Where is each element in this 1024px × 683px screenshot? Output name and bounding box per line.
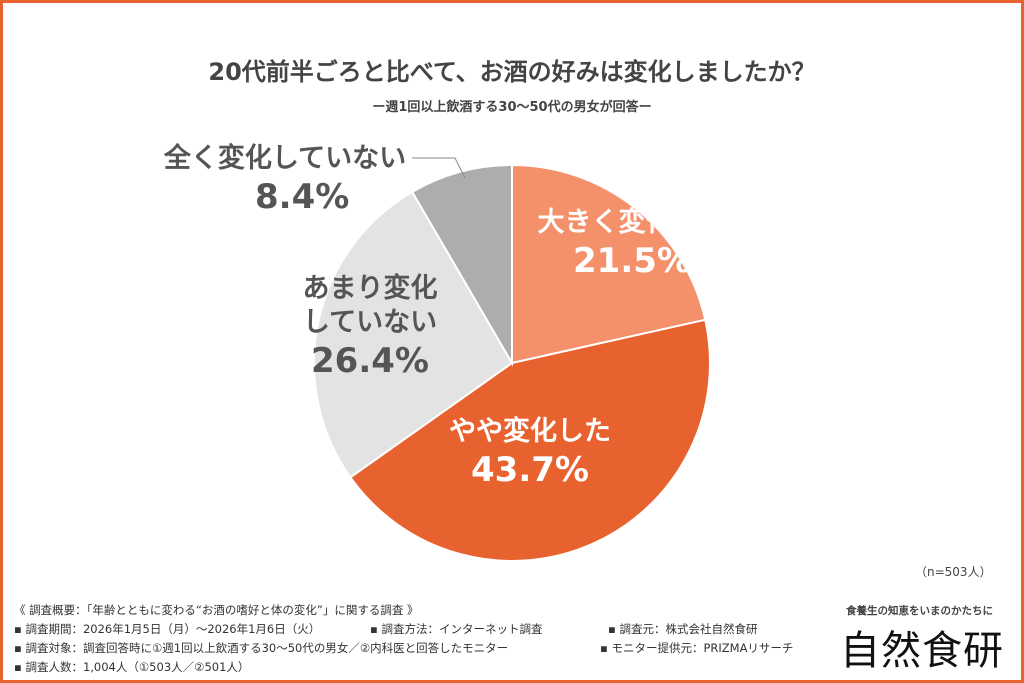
slice-label-text: していない [302,306,438,338]
slice-value: 26.4% [311,340,429,381]
slice-label-little-change: あまり変化 していない 26.4% [270,272,470,382]
slice-value: 21.5% [573,240,691,281]
notes-count: ▪ 調査人数：1,004人（①503人／②501人） [14,660,250,674]
slice-label-large-change: 大きく変化した 21.5% [522,206,742,282]
slice-label-no-change: 全く変化していない 8.4% [150,142,420,218]
slice-label-text: 全く変化していない [163,143,407,174]
notes-source: ▪ 調査元：株式会社自然食研 [608,622,758,636]
pie-slice-0 [511,163,707,365]
notes-method: ▪ 調査方法：インターネット調査 [370,622,543,636]
slice-value: 43.7% [471,449,589,490]
slice-label-text: あまり変化 [302,273,438,304]
chart-subtitle: ー週1回以上飲酒する30〜50代の男女が回答ー [372,100,652,115]
sample-size: （n=503人） [915,565,992,579]
pie-slice-3 [410,163,513,367]
pie-slice-1 [348,318,711,562]
brand-logo: 自然食研 [840,628,1004,674]
slice-label-some-change: やや変化した 43.7% [420,415,640,491]
slice-value: 8.4% [255,176,350,217]
slice-label-text: 大きく変化した [537,207,727,238]
notes-target: ▪ 調査対象：調査回答時に①週1回以上飲酒する30〜50代の男女／②内科医と回答… [14,641,509,655]
brand-tagline: 食養生の知恵をいまのかたちに [846,605,993,617]
pie-slice-2 [313,190,514,479]
notes-provider: ▪ モニター提供元：PRIZMAリサーチ [600,641,794,655]
notes-header: 《 調査概要：「年齢とともに変わる“お酒の嗜好と体の変化”」に関する調査 》 [14,603,419,617]
notes-period: ▪ 調査期間：2026年1月5日（月）〜2026年1月6日（火） [14,622,321,636]
leader-line [412,157,466,179]
slice-label-text: やや変化した [449,416,611,447]
chart-title: 20代前半ごろと比べて、お酒の好みは変化しましたか？ [208,58,816,86]
